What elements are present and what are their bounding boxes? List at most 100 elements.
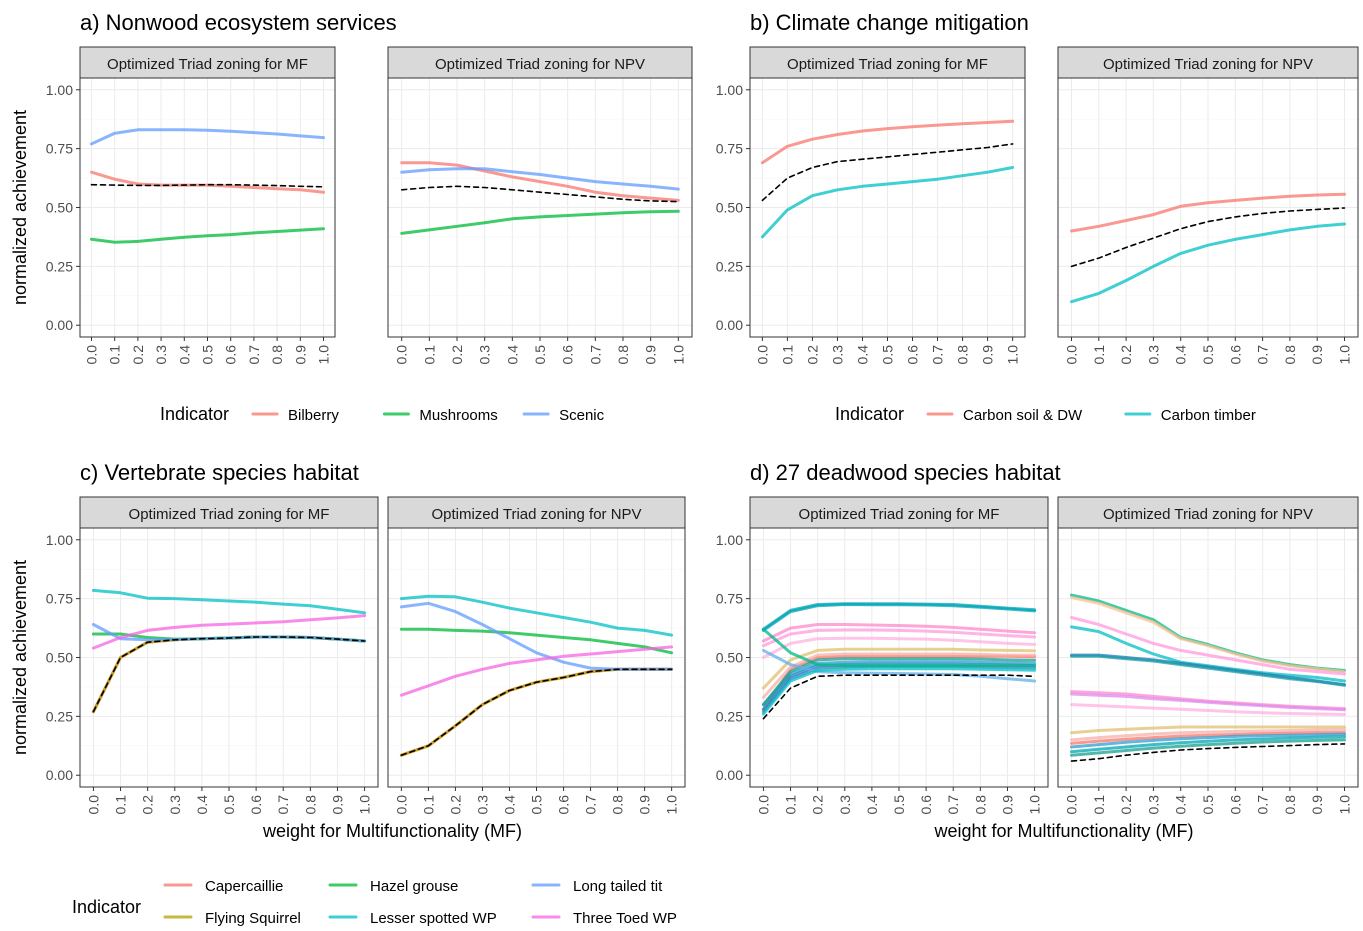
x-tick-label: 0.6 — [905, 345, 921, 365]
x-tick-label: 0.6 — [223, 345, 239, 365]
legend-a: Indicator Bilberry Mushrooms Scenic — [160, 404, 605, 424]
x-tick-label: 0.9 — [980, 345, 996, 365]
series-line-13 — [1070, 735, 1346, 754]
x-tick-label: 0.4 — [1173, 345, 1189, 365]
x-tick-label: 0.8 — [955, 345, 971, 365]
x-tick-label: 0.3 — [167, 795, 183, 815]
legend-label: Lesser spotted WP — [370, 910, 497, 927]
x-tick-label: 0.4 — [501, 795, 517, 815]
series-line-9 — [1070, 725, 1346, 735]
chart-d: d) 27 deadwood species habitat Optimized … — [716, 460, 1359, 841]
x-tick-label: 0.7 — [275, 795, 291, 815]
x-tick-label: 0.0 — [1064, 795, 1080, 815]
x-tick-label: 0.6 — [248, 795, 264, 815]
y-tick-label: 0.75 — [716, 141, 743, 157]
x-tick-label: 1.0 — [1005, 345, 1021, 365]
x-tick-label: 0.1 — [1091, 795, 1107, 815]
y-tick-label: 0.75 — [46, 141, 73, 157]
series-line-carbon-soil-dw — [1070, 192, 1346, 233]
legend-label: Flying Squirrel — [205, 910, 301, 927]
facet-strip — [387, 496, 686, 529]
x-tick-label: 0.4 — [504, 345, 520, 365]
x-tick-label: 0.1 — [107, 345, 123, 365]
x-tick-label: 0.3 — [1145, 345, 1161, 365]
series-line-1 — [761, 603, 1037, 632]
x-tick-label: 0.1 — [779, 345, 795, 365]
series-line-5 — [1070, 654, 1346, 687]
facet-strip-label: Optimized Triad zoning for MF — [787, 56, 988, 73]
legend-label: Bilberry — [288, 407, 339, 424]
y-axis-label: normalized achievement — [10, 560, 30, 755]
x-tick-label: 0.5 — [529, 795, 545, 815]
chart-title: b) Climate change mitigation — [750, 10, 1029, 35]
y-tick-label: 0.75 — [716, 591, 743, 607]
x-tick-label: 0.5 — [1200, 345, 1216, 365]
x-tick-label: 0.1 — [1091, 345, 1107, 365]
legend-label: Long tailed tit — [573, 878, 663, 895]
x-tick-label: 0.4 — [194, 795, 210, 815]
x-tick-label: 0.9 — [1309, 795, 1325, 815]
series-line-6 — [761, 647, 1037, 690]
facet-strip-label: Optimized Triad zoning for MF — [129, 506, 330, 523]
x-tick-label: 0.3 — [153, 345, 169, 365]
x-tick-label: 0.3 — [829, 345, 845, 365]
x-tick-label: 0.0 — [1064, 345, 1080, 365]
chart-title: a) Nonwood ecosystem services — [80, 10, 397, 35]
x-tick-label: 0.5 — [1200, 795, 1216, 815]
x-tick-label: 0.3 — [474, 795, 490, 815]
legend-label: Capercaillie — [205, 878, 283, 895]
x-axis-label: weight for Multifunctionality (MF) — [933, 821, 1193, 841]
series-line-scenic — [90, 128, 325, 146]
y-tick-label: 1.00 — [46, 82, 73, 98]
x-tick-label: 0.5 — [200, 345, 216, 365]
series-line-12 — [1070, 732, 1346, 749]
series-line-1 — [1070, 596, 1346, 674]
x-tick-label: 0.5 — [880, 345, 896, 365]
legend-title: Indicator — [835, 404, 904, 424]
x-tick-label: 0.3 — [837, 795, 853, 815]
chart-c: c) Vertebrate species habitat normalized … — [10, 460, 686, 841]
legend-label: Hazel grouse — [370, 878, 458, 895]
x-axis-label: weight for Multifunctionality (MF) — [262, 821, 522, 841]
series-line-mean — [1070, 207, 1346, 268]
y-tick-label: 0.25 — [46, 258, 73, 274]
x-tick-label: 0.4 — [1173, 795, 1189, 815]
series-line-three-toed-wp — [399, 645, 674, 697]
series-line-mushrooms — [400, 209, 680, 235]
x-tick-label: 0.3 — [477, 345, 493, 365]
x-tick-label: 0.6 — [556, 795, 572, 815]
legend-label: Three Toed WP — [573, 910, 677, 927]
facet-strip-label: Optimized Triad zoning for MF — [107, 56, 308, 73]
series-line-mean — [1070, 743, 1346, 762]
y-tick-label: 0.75 — [46, 591, 73, 607]
x-tick-label: 0.7 — [246, 345, 262, 365]
y-tick-label: 0.25 — [716, 258, 743, 274]
x-tick-label: 0.8 — [610, 795, 626, 815]
y-tick-label: 0.00 — [716, 767, 743, 783]
series-line-lesser-spotted-wp — [91, 588, 367, 615]
facet-strip-label: Optimized Triad zoning for NPV — [1103, 56, 1313, 73]
x-tick-label: 0.0 — [393, 795, 409, 815]
x-tick-label: 0.8 — [302, 795, 318, 815]
series-line-4 — [761, 636, 1037, 659]
legend-label: Carbon soil & DW — [963, 407, 1083, 424]
panel-mf: Optimized Triad zoning for MF 0.00 0.25 0.5… — [46, 496, 379, 815]
facet-strip-label: Optimized Triad zoning for NPV — [431, 506, 641, 523]
facet-strip-label: Optimized Triad zoning for NPV — [435, 56, 645, 73]
series-line-scenic — [400, 167, 680, 191]
series-line-mean — [400, 668, 673, 757]
series-line-lesser-spotted-wp — [399, 594, 674, 637]
series-line-hazel-grouse — [399, 627, 674, 655]
facet-strip — [749, 46, 1026, 79]
series-line-carbon-timber — [760, 166, 1015, 239]
x-tick-label: 0.1 — [421, 345, 437, 365]
panel-npv: Optimized Triad zoning for NPV 0.0 0.1 0.2 0… — [1057, 496, 1359, 815]
series-line-3 — [761, 628, 1037, 648]
x-tick-label: 1.0 — [670, 345, 686, 365]
y-tick-label: 0.50 — [46, 200, 73, 216]
x-tick-label: 0.7 — [930, 345, 946, 365]
legend-c: Indicator Capercaillie Flying Squirrel Haze… — [72, 878, 677, 927]
x-tick-label: 0.0 — [85, 795, 101, 815]
x-tick-label: 0.8 — [615, 345, 631, 365]
